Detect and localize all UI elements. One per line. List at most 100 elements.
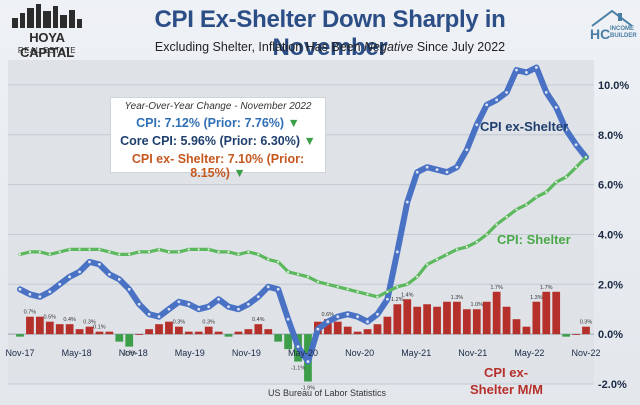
x-tick-label: Nov-21 xyxy=(458,348,487,358)
ex-shelter-point xyxy=(386,297,389,301)
shelter-point xyxy=(535,195,538,199)
ex-shelter-point xyxy=(207,305,211,309)
mm-bar xyxy=(194,331,203,335)
bar-value-label: 0.4% xyxy=(63,317,76,323)
chart-subtitle: Excluding Shelter, Inflation Has Been Ne… xyxy=(154,40,506,54)
series-label-mm-line1: CPI ex- xyxy=(484,365,528,380)
ex-shelter-point xyxy=(574,143,578,147)
ex-shelter-point xyxy=(48,290,52,294)
bar-value-label: 1.7% xyxy=(490,285,503,291)
shelter-point xyxy=(108,250,111,254)
ex-shelter-point xyxy=(495,98,499,102)
x-tick-label: May-19 xyxy=(175,348,205,358)
shelter-point xyxy=(555,181,558,184)
shelter-point xyxy=(416,275,419,278)
ex-shelter-point xyxy=(276,287,280,291)
down-arrow-icon: ▼ xyxy=(303,134,316,148)
logo-income-builder: INCOME BUILDER xyxy=(610,26,637,39)
mm-bar xyxy=(155,324,163,335)
bar-value-label: 0.7% xyxy=(24,310,37,316)
shelter-point xyxy=(78,248,81,251)
bar-value-label: 0.3% xyxy=(202,320,215,326)
mm-bar xyxy=(532,301,541,335)
bar-value-label: 0.5% xyxy=(44,315,57,321)
y-tick-label: 6.0% xyxy=(598,180,623,192)
mm-bar xyxy=(75,329,84,335)
mm-bar xyxy=(323,319,332,335)
x-tick-label: May-18 xyxy=(62,348,92,358)
y-tick-label: 10.0% xyxy=(598,80,629,92)
legend-cpi-ex-shelter: CPI ex- Shelter: 7.10% (Prior: 8.15%) ▼ xyxy=(131,152,305,180)
mm-bar xyxy=(482,301,491,335)
mm-bar xyxy=(95,331,104,335)
mm-bar xyxy=(135,334,144,335)
bar-value-label: 0.6% xyxy=(322,312,335,318)
series-label-mm-line2: Shelter M/M xyxy=(470,382,543,397)
shelter-point xyxy=(138,250,141,254)
y-tick-label: 2.0% xyxy=(598,279,623,291)
mm-bar xyxy=(363,329,372,335)
bar-value-label: 0.4% xyxy=(252,317,265,323)
mm-bar xyxy=(423,304,431,335)
ex-shelter-point xyxy=(435,168,439,172)
ex-shelter-point xyxy=(534,66,538,69)
hoya-capital-logo: HOYA CAPITAL REAL ESTATE xyxy=(4,4,90,60)
bar-value-label: 1.7% xyxy=(540,285,553,291)
bar-value-label: 1.4% xyxy=(401,292,414,298)
mm-bar xyxy=(512,319,521,335)
ex-shelter-point xyxy=(296,345,300,349)
mm-bar xyxy=(393,304,402,335)
ex-shelter-point xyxy=(376,312,379,316)
income-builder-logo: HC INCOME BUILDER xyxy=(588,8,638,52)
mm-bar xyxy=(224,334,233,337)
bar-label-layer: 0.7%0.5% 0.4% 0.3%0.1%-0.5%0.3% 0.3% 0.4%-1.… xyxy=(24,285,593,392)
legend-box: Year-Over-Year Change - November 2022 CP… xyxy=(110,97,326,180)
ex-shelter-point xyxy=(177,300,181,304)
mm-bar xyxy=(582,326,590,335)
ex-shelter-point xyxy=(137,302,141,306)
mm-bar xyxy=(343,326,352,335)
shelter-point xyxy=(227,250,230,254)
mm-bar xyxy=(26,316,34,335)
mm-bar xyxy=(472,309,481,335)
shelter-point xyxy=(485,233,488,236)
mm-bar xyxy=(244,329,253,335)
shelter-point xyxy=(445,253,449,256)
bar-value-label: 0.3% xyxy=(173,320,186,326)
ex-shelter-point xyxy=(107,272,111,276)
ex-shelter-point xyxy=(485,103,489,107)
ex-shelter-point xyxy=(356,315,360,319)
ex-shelter-point xyxy=(68,275,72,279)
bar-value-label: 1.3% xyxy=(451,295,464,301)
mm-bar xyxy=(492,291,501,335)
mm-bar xyxy=(462,309,471,335)
x-tick-label: Nov-19 xyxy=(232,348,261,358)
bar-value-label: 0.3% xyxy=(580,320,593,326)
mm-bar xyxy=(413,306,422,335)
mm-bar xyxy=(16,334,24,337)
shelter-point xyxy=(58,250,61,254)
x-tick-label: Nov-22 xyxy=(571,348,600,358)
ex-shelter-point xyxy=(18,287,22,291)
shelter-point xyxy=(187,248,190,251)
x-tick-label: Nov-18 xyxy=(119,348,148,358)
ex-shelter-point xyxy=(564,128,568,132)
shelter-point xyxy=(38,250,41,254)
annotation-layer: CPI ex-Shelter CPI: Shelter CPI ex- Shelter… xyxy=(470,119,571,397)
mm-bar xyxy=(522,326,531,335)
mm-bar xyxy=(165,321,173,335)
x-tick-label: Nov-17 xyxy=(5,348,34,358)
ex-shelter-point xyxy=(366,320,369,324)
mm-bar xyxy=(333,321,342,335)
shelter-point xyxy=(207,248,210,251)
shelter-point xyxy=(157,248,161,251)
shelter-point xyxy=(356,290,359,293)
ex-shelter-point xyxy=(395,250,399,254)
bar-value-label: 1.2% xyxy=(391,297,404,303)
ex-shelter-point xyxy=(306,360,310,363)
mm-bar xyxy=(383,316,392,335)
ex-shelter-point xyxy=(227,305,230,309)
mm-bar xyxy=(234,331,243,335)
ex-shelter-point xyxy=(88,260,91,264)
shelter-point xyxy=(326,283,329,286)
